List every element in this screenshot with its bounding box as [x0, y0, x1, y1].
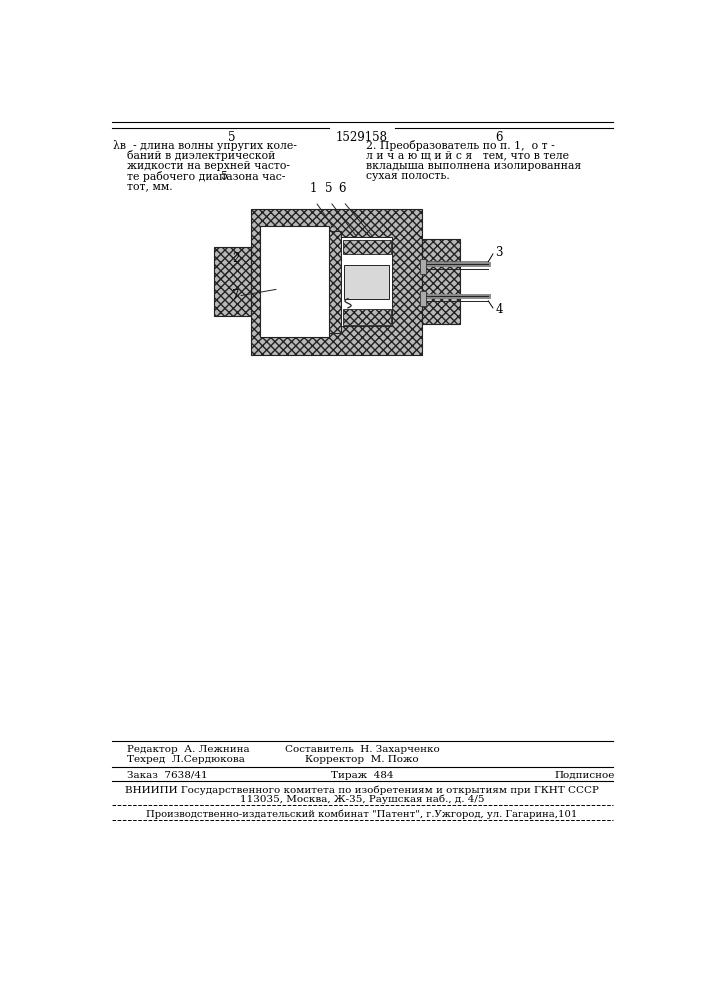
Text: тот, мм.: тот, мм. [127, 182, 173, 192]
Text: вкладыша выполнена изолированная: вкладыша выполнена изолированная [366, 161, 581, 171]
Text: ВНИИПИ Государственного комитета по изобретениям и открытиям при ГКНТ СССР: ВНИИПИ Государственного комитета по изоб… [125, 785, 599, 795]
Text: те рабочего диапазона час-: те рабочего диапазона час- [127, 171, 286, 182]
Bar [421, 239, 460, 324]
Text: 6: 6 [338, 182, 346, 195]
Text: 4: 4 [495, 303, 503, 316]
Text: 6: 6 [496, 131, 503, 144]
Text: λв  - длина волны упругих коле-: λв - длина волны упругих коле- [113, 140, 297, 151]
Bar [420, 259, 426, 274]
Bar [214, 247, 251, 316]
Bar [260, 226, 329, 337]
Text: баний в диэлектрической: баний в диэлектрической [127, 150, 276, 161]
Text: 1529158: 1529158 [336, 131, 388, 144]
Text: сухая полость.: сухая полость. [366, 171, 450, 181]
Text: Редактор  А. Лежнина: Редактор А. Лежнина [127, 745, 250, 754]
Bar [344, 265, 389, 299]
Text: 5: 5 [325, 182, 332, 195]
Text: 1: 1 [310, 182, 317, 195]
Bar [329, 231, 341, 333]
Text: 2: 2 [232, 252, 240, 265]
Text: 5: 5 [228, 131, 235, 144]
Text: Подписное: Подписное [554, 771, 614, 780]
Text: 7: 7 [232, 289, 240, 302]
Text: Тираж  484: Тираж 484 [331, 771, 393, 780]
Text: 113035, Москва, Ж-35, Раушская наб., д. 4/5: 113035, Москва, Ж-35, Раушская наб., д. … [240, 795, 484, 804]
Bar [343, 309, 391, 325]
Text: Составитель  Н. Захарченко: Составитель Н. Захарченко [285, 745, 439, 754]
Bar [420, 291, 426, 306]
Text: 2. Преобразователь по п. 1,  о т -: 2. Преобразователь по п. 1, о т - [366, 140, 554, 151]
Text: л и ч а ю щ и й с я   тем, что в теле: л и ч а ю щ и й с я тем, что в теле [366, 150, 569, 160]
Text: Корректор  М. Пожо: Корректор М. Пожо [305, 755, 419, 764]
Text: Производственно-издательский комбинат "Патент", г.Ужгород, ул. Гагарина,101: Производственно-издательский комбинат "П… [146, 809, 578, 819]
Text: жидкости на верхней часто-: жидкости на верхней часто- [127, 161, 290, 171]
Bar [341, 237, 392, 326]
Text: Заказ  7638/41: Заказ 7638/41 [127, 771, 208, 780]
Bar [343, 240, 391, 254]
Bar [251, 209, 421, 355]
Text: 3: 3 [495, 246, 503, 259]
Text: 5: 5 [220, 171, 227, 181]
Text: Техред  Л.Сердюкова: Техред Л.Сердюкова [127, 755, 245, 764]
